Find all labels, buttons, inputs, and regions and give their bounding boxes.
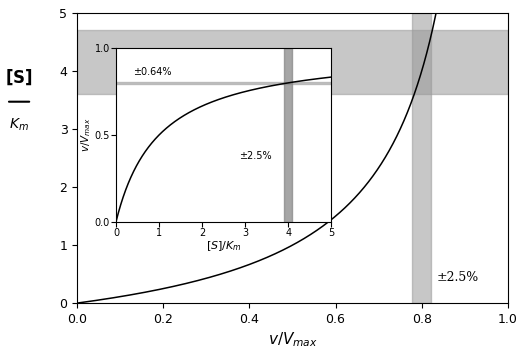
Text: ±12.6%: ±12.6% (185, 56, 235, 69)
X-axis label: $v/V_{max}$: $v/V_{max}$ (268, 330, 317, 349)
Bar (412, 13, 431, 303)
Text: $\bf{[S]}$: $\bf{[S]}$ (5, 67, 33, 87)
Text: ±2.5%: ±2.5% (437, 271, 479, 283)
Text: $K_m$: $K_m$ (9, 117, 29, 133)
Bar (77, 30, 508, 95)
